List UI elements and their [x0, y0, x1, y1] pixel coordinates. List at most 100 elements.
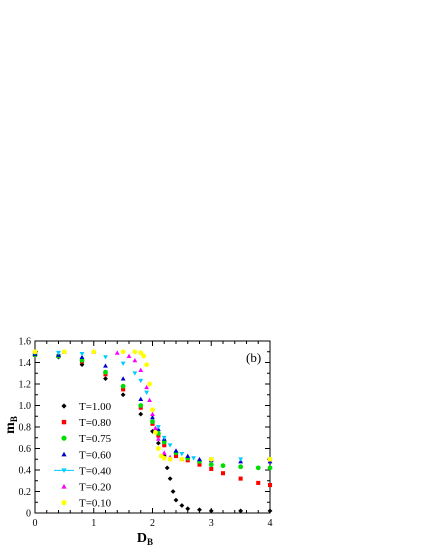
data-point [153, 425, 158, 430]
data-point [138, 367, 144, 372]
y-tick-label: 1.2 [19, 380, 32, 391]
data-point [179, 451, 185, 457]
data-point [150, 419, 155, 425]
ticks: 0 1 2 3 4 0 0.2 0.4 0.6 0.8 1.0 1.2 1.4 1.6 [19, 337, 273, 530]
data-point [209, 466, 214, 471]
data-point [144, 390, 150, 395]
data-point [79, 351, 85, 357]
data-point [197, 456, 202, 462]
data-point [208, 508, 214, 514]
data-point [103, 355, 108, 360]
legend-entry: T=1.00 [61, 401, 112, 413]
data-point [167, 476, 173, 481]
data-point [238, 464, 244, 470]
data-point [138, 403, 144, 408]
data-point [161, 435, 167, 441]
legend-entry: T=0.40 [54, 465, 112, 477]
y-tick-label: 0 [26, 509, 31, 520]
series-t-0-75 [32, 352, 273, 471]
legend-entry: T=0.60 [61, 449, 112, 461]
data-point [138, 350, 144, 356]
data-point [56, 350, 61, 356]
x-tick-label: 0 [33, 518, 38, 529]
data-point [114, 350, 120, 355]
data-point [162, 443, 167, 448]
data-point [132, 349, 138, 355]
legend-label: T=0.40 [79, 465, 112, 477]
y-tick-label: 1.0 [19, 401, 32, 412]
data-point [144, 384, 150, 390]
data-point [32, 349, 38, 355]
series-t-0-10 [32, 349, 273, 462]
x-tick-label: 4 [268, 518, 273, 529]
legend-marker [61, 468, 67, 473]
data-point [61, 349, 67, 355]
x-axis-label-main: D [137, 531, 147, 546]
series-t-0-60 [32, 351, 273, 464]
data-point [132, 371, 138, 376]
legend-label: T=0.80 [79, 417, 112, 429]
data-point [238, 508, 244, 514]
data-point [238, 476, 243, 481]
legend-entry: T=0.80 [61, 417, 112, 429]
legend-marker [61, 500, 67, 506]
data-point [179, 456, 185, 462]
data-point [155, 425, 161, 430]
x-axis-label: DB [137, 531, 153, 547]
data-point [197, 462, 202, 467]
data-point [164, 465, 170, 471]
series-group [32, 349, 273, 514]
data-point [150, 407, 155, 413]
y-axis-label: mB [3, 416, 19, 434]
x-tick-label: 3 [209, 518, 214, 529]
legend-marker [61, 451, 67, 457]
data-point [132, 357, 138, 363]
data-point [121, 387, 126, 392]
data-point [120, 392, 126, 398]
data-point [238, 457, 244, 462]
data-point [173, 448, 179, 453]
data-point [147, 381, 152, 387]
data-point [91, 349, 97, 355]
data-point [120, 361, 126, 366]
legend-marker [61, 403, 67, 409]
data-point [103, 376, 108, 382]
data-point [155, 436, 161, 441]
legend-marker [61, 483, 67, 489]
data-point [208, 456, 214, 462]
x-tick-label: 1 [91, 518, 96, 529]
y-axis-label-main: m [3, 422, 18, 434]
data-point [173, 497, 179, 503]
legend-entry: T=0.20 [61, 482, 112, 494]
legend: T=1.00 T=0.80 T=0.75 T=0.60 T=0.40 T=0.20 T=0.… [54, 401, 112, 510]
data-point [79, 357, 85, 363]
data-point [267, 483, 273, 488]
data-point [147, 397, 152, 403]
data-point [220, 463, 226, 469]
data-point [167, 443, 173, 448]
data-point [267, 456, 273, 462]
y-tick-label: 0.6 [19, 444, 32, 455]
y-tick-label: 0.8 [19, 423, 32, 434]
data-point [161, 455, 167, 461]
data-point [161, 439, 167, 445]
panel-label: (b) [246, 350, 261, 365]
data-point [120, 349, 126, 355]
y-tick-label: 1.4 [19, 358, 32, 369]
data-point [120, 376, 126, 381]
data-point [167, 456, 173, 462]
data-point [267, 508, 273, 514]
y-tick-label: 0.4 [19, 466, 32, 477]
data-point [185, 506, 191, 512]
legend-marker [61, 435, 67, 441]
data-point [153, 429, 158, 435]
legend-marker [61, 419, 67, 425]
y-axis-label-sub: B [9, 416, 19, 422]
data-point [150, 414, 155, 420]
data-point [191, 456, 197, 461]
x-tick-label: 2 [150, 518, 155, 529]
data-point [138, 378, 144, 384]
data-point [161, 450, 167, 455]
